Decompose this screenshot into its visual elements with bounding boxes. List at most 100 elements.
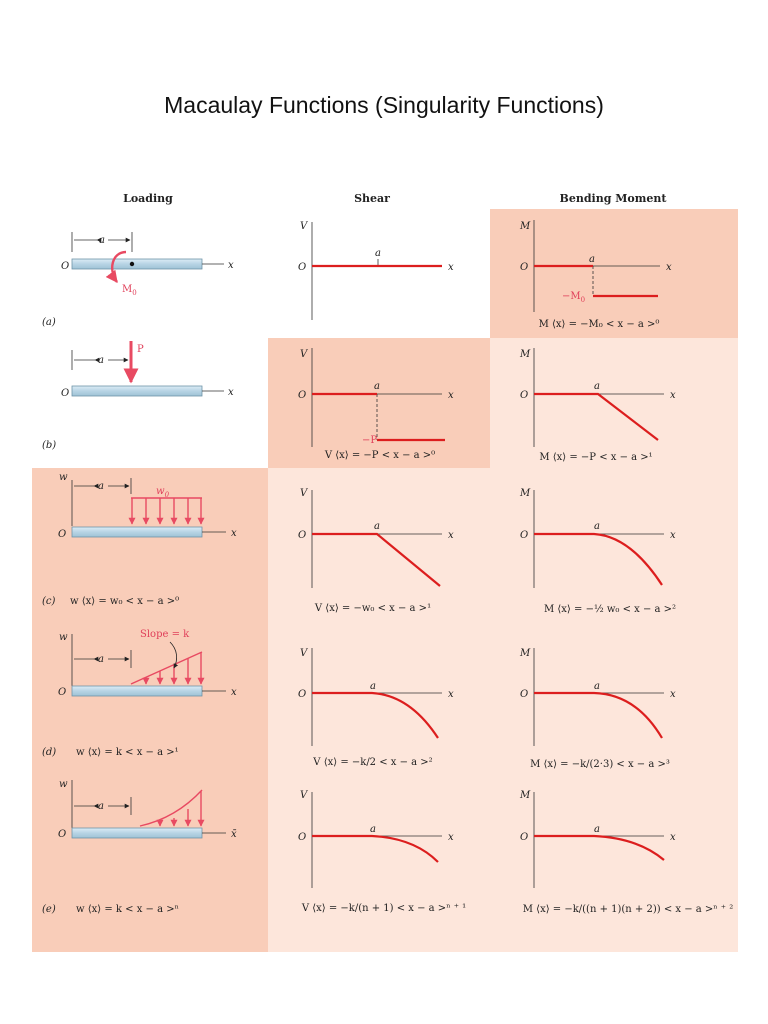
shear-equation-b: V ⟨x⟩ = −P < x − a >⁰ <box>324 450 435 461</box>
w-label: w <box>59 472 68 483</box>
moment-curve <box>534 834 665 861</box>
moment-diagram-d: M O x a M ⟨x⟩ = −k/(2·3) < x − a >³ <box>519 648 676 770</box>
shade-loading-cde <box>32 468 268 952</box>
origin-label: O <box>298 530 306 541</box>
origin-label: O <box>58 829 66 840</box>
moment-curve <box>534 392 659 441</box>
shade-moment-b <box>490 338 738 468</box>
v-label: V <box>300 349 309 360</box>
dim-a-label: a <box>98 654 104 665</box>
v-label: V <box>300 221 309 232</box>
a-label: a <box>589 254 595 265</box>
shear-value-label: −P <box>362 435 377 446</box>
dim-a-label: a <box>98 481 104 492</box>
moment-diagram-e: M O x a M ⟨x⟩ = −k/((n + 1)(n + 2)) < x … <box>519 790 733 915</box>
m-label: M <box>519 349 531 360</box>
header-shear: Shear <box>354 192 390 205</box>
slope-label: Slope = k <box>140 629 190 640</box>
load-equation-e: w ⟨x⟩ = k < x − a >ⁿ <box>76 904 179 915</box>
row-d: w O x a Slope = k (d) w ⟨x⟩ = k < x − a … <box>42 629 676 770</box>
loading-diagram-b: O x a P (b) <box>42 341 234 451</box>
beam <box>71 258 203 270</box>
loading-diagram-d: w O x a Slope = k (d) w ⟨x⟩ = k < x − a … <box>42 629 237 758</box>
beam <box>71 526 203 538</box>
shear-diagram-b: V O x a −P V ⟨x⟩ = −P < x − a >⁰ <box>298 348 454 461</box>
m-label: M <box>519 488 531 499</box>
origin-label: O <box>61 388 69 399</box>
curved-load-arrows-icon <box>156 791 205 827</box>
a-label: a <box>370 824 376 835</box>
moment-point <box>129 261 135 267</box>
moment-diagram-b: M O x a M ⟨x⟩ = −P < x − a >¹ <box>519 348 676 463</box>
a-label: a <box>594 521 600 532</box>
v-label: V <box>300 648 309 659</box>
beam <box>71 827 203 839</box>
header-bending-moment: Bending Moment <box>560 192 668 205</box>
a-label: a <box>374 521 380 532</box>
load-label-w0: w0 <box>156 486 170 499</box>
x-label: x <box>448 689 454 700</box>
moment-diagram-c: M O x a M ⟨x⟩ = −½ w₀ < x − a >² <box>519 488 676 615</box>
header-loading: Loading <box>123 192 173 205</box>
origin-label: O <box>520 832 528 843</box>
load-label-m0: M0 <box>122 284 137 297</box>
shade-light-cde <box>268 468 738 952</box>
origin-label: O <box>298 390 306 401</box>
x-label: x <box>670 530 676 541</box>
beam <box>71 685 203 697</box>
a-label: a <box>594 681 600 692</box>
x-label: x <box>448 832 454 843</box>
v-label: V <box>300 790 309 801</box>
x-label: x <box>228 260 234 271</box>
origin-label: O <box>58 687 66 698</box>
loading-diagram-e: w O x̄ a (e) w ⟨x⟩ = k < x − a >ⁿ <box>42 779 237 915</box>
loading-diagram-a: O x a M0 (a) <box>42 232 234 328</box>
dim-a-label: a <box>99 235 105 246</box>
background-shading <box>32 209 738 952</box>
x-label: x <box>670 390 676 401</box>
moment-equation-d: M ⟨x⟩ = −k/(2·3) < x − a >³ <box>530 759 670 770</box>
a-label: a <box>375 248 381 259</box>
shear-diagram-e: V O x a V ⟨x⟩ = −k/(n + 1) < x − a >ⁿ ⁺ … <box>298 790 466 914</box>
origin-label: O <box>298 262 306 273</box>
dim-a-label: a <box>98 355 104 366</box>
origin-label: O <box>520 262 528 273</box>
x-bar-label: x̄ <box>231 829 237 840</box>
shear-curve <box>312 834 439 863</box>
origin-label: O <box>298 832 306 843</box>
origin-label: O <box>520 689 528 700</box>
moment-equation-b: M ⟨x⟩ = −P < x − a >¹ <box>539 452 652 463</box>
x-label: x <box>670 689 676 700</box>
x-label: x <box>666 262 672 273</box>
x-label: x <box>231 528 237 539</box>
load-equation-c: w ⟨x⟩ = w₀ < x − a >⁰ <box>70 596 179 607</box>
row-tag-e: (e) <box>42 904 56 915</box>
a-label: a <box>594 381 600 392</box>
couple-arrow-icon <box>105 250 127 283</box>
row-tag-c: (c) <box>42 596 56 607</box>
a-label: a <box>374 381 380 392</box>
page-title: Macaulay Functions (Singularity Function… <box>164 92 604 118</box>
slope-pointer-icon <box>169 641 179 669</box>
moment-curve <box>534 691 663 739</box>
row-b: O x a P (b) V O x a −P V ⟨x⟩ = −P < x − … <box>42 341 676 463</box>
x-label: x <box>448 390 454 401</box>
x-label: x <box>448 530 454 541</box>
shade-shear-b <box>268 338 490 468</box>
x-label: x <box>231 687 237 698</box>
shear-diagram-a: V O x a <box>298 221 454 320</box>
moment-diagram-a: M O x a −M0 M ⟨x⟩ = −M₀ < x − a >⁰ <box>519 220 672 330</box>
m-label: M <box>519 221 531 232</box>
w-label: w <box>59 779 68 790</box>
origin-label: O <box>520 530 528 541</box>
m-label: M <box>519 648 531 659</box>
shade-moment-a <box>490 209 738 338</box>
row-tag-d: (d) <box>42 747 56 758</box>
origin-label: O <box>58 529 66 540</box>
loading-diagram-c: w O x a w0 (c) w ⟨x⟩ = w₀ < x − a >⁰ <box>42 472 237 607</box>
load-label-p: P <box>137 344 144 355</box>
row-tag-a: (a) <box>42 317 56 328</box>
row-tag-b: (b) <box>42 440 56 451</box>
x-label: x <box>448 262 454 273</box>
